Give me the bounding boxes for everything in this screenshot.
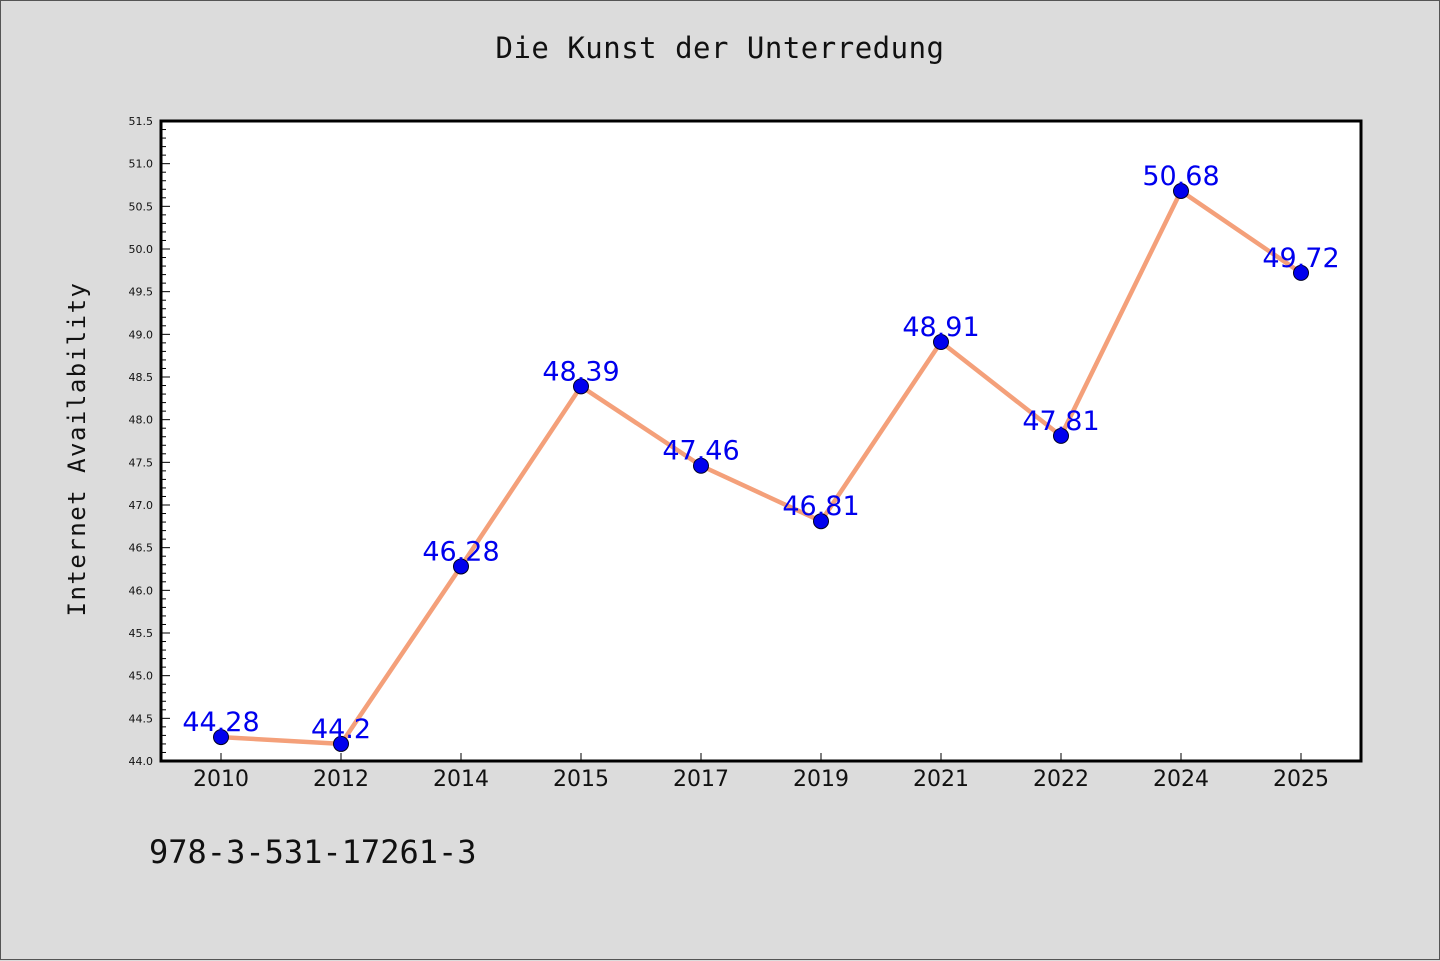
y-tick-label: 51.0 (129, 158, 154, 171)
data-label: 48.91 (902, 312, 979, 343)
plot-area (161, 121, 1361, 761)
isbn-text: 978-3-531-17261-3 (149, 833, 477, 871)
chart-title: Die Kunst der Unterredung (495, 31, 945, 65)
x-tick-label: 2022 (1033, 767, 1089, 792)
y-tick-label: 48.0 (129, 414, 154, 427)
data-point (1053, 427, 1069, 444)
y-tick-label: 45.5 (129, 627, 154, 640)
data-point (453, 558, 469, 575)
data-point (573, 378, 589, 395)
series-line (218, 188, 1304, 747)
y-tick-label: 46.5 (129, 542, 154, 555)
data-label: 49.72 (1262, 243, 1339, 274)
x-tick-label: 2021 (913, 767, 969, 792)
data-label: 46.28 (422, 536, 499, 567)
y-tick-label: 44.5 (129, 712, 154, 725)
y-tick-label: 50.0 (129, 243, 154, 256)
data-label: 48.39 (542, 356, 619, 387)
x-tick-label: 2025 (1273, 767, 1329, 792)
data-point (333, 735, 349, 752)
data-point (933, 334, 949, 351)
x-tick-label: 2012 (313, 767, 369, 792)
x-tick-label: 2024 (1153, 767, 1209, 792)
data-point (813, 513, 829, 530)
data-point (1293, 264, 1309, 281)
y-tick-label: 48.5 (129, 371, 154, 384)
data-label: 47.81 (1022, 406, 1099, 437)
x-tick-label: 2014 (433, 767, 489, 792)
x-tick-label: 2015 (553, 767, 609, 792)
data-label: 44.28 (182, 707, 259, 738)
data-label: 50.68 (1142, 161, 1219, 192)
y-tick-label: 45.0 (129, 670, 154, 683)
data-label: 46.81 (782, 491, 859, 522)
x-tick-label: 2010 (193, 767, 249, 792)
y-tick-label: 49.0 (129, 328, 154, 341)
y-tick-label: 51.5 (129, 115, 154, 128)
y-tick-label: 46.0 (129, 584, 154, 597)
y-tick-label: 49.5 (129, 286, 154, 299)
y-tick-label: 47.0 (129, 499, 154, 512)
data-label: 44.2 (311, 714, 371, 745)
plot-frame (159, 119, 1363, 763)
data-label: 47.46 (662, 436, 739, 467)
data-point (693, 457, 709, 474)
y-tick-label: 50.5 (129, 200, 154, 213)
data-point (213, 729, 229, 746)
data-point (1173, 182, 1189, 199)
x-tick-label: 2017 (673, 767, 729, 792)
y-tick-label: 44.0 (129, 755, 154, 768)
y-tick-label: 47.5 (129, 456, 154, 469)
x-tick-label: 2019 (793, 767, 849, 792)
